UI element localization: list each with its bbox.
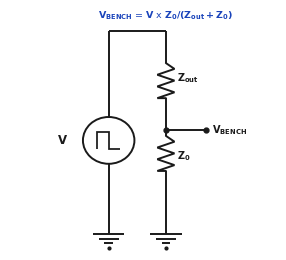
Text: V: V [58,134,67,147]
Text: $\mathbf{V_{BENCH}}$ = $\mathbf{V}$ x $\mathbf{Z_0/(Z_{out}+Z_0)}$: $\mathbf{V_{BENCH}}$ = $\mathbf{V}$ x $\… [98,9,233,22]
Text: Z$_\mathregular{out}$: Z$_\mathregular{out}$ [177,71,199,85]
Text: Z$_\mathregular{0}$: Z$_\mathregular{0}$ [177,149,191,163]
Text: V$_\mathregular{BENCH}$: V$_\mathregular{BENCH}$ [212,123,247,137]
